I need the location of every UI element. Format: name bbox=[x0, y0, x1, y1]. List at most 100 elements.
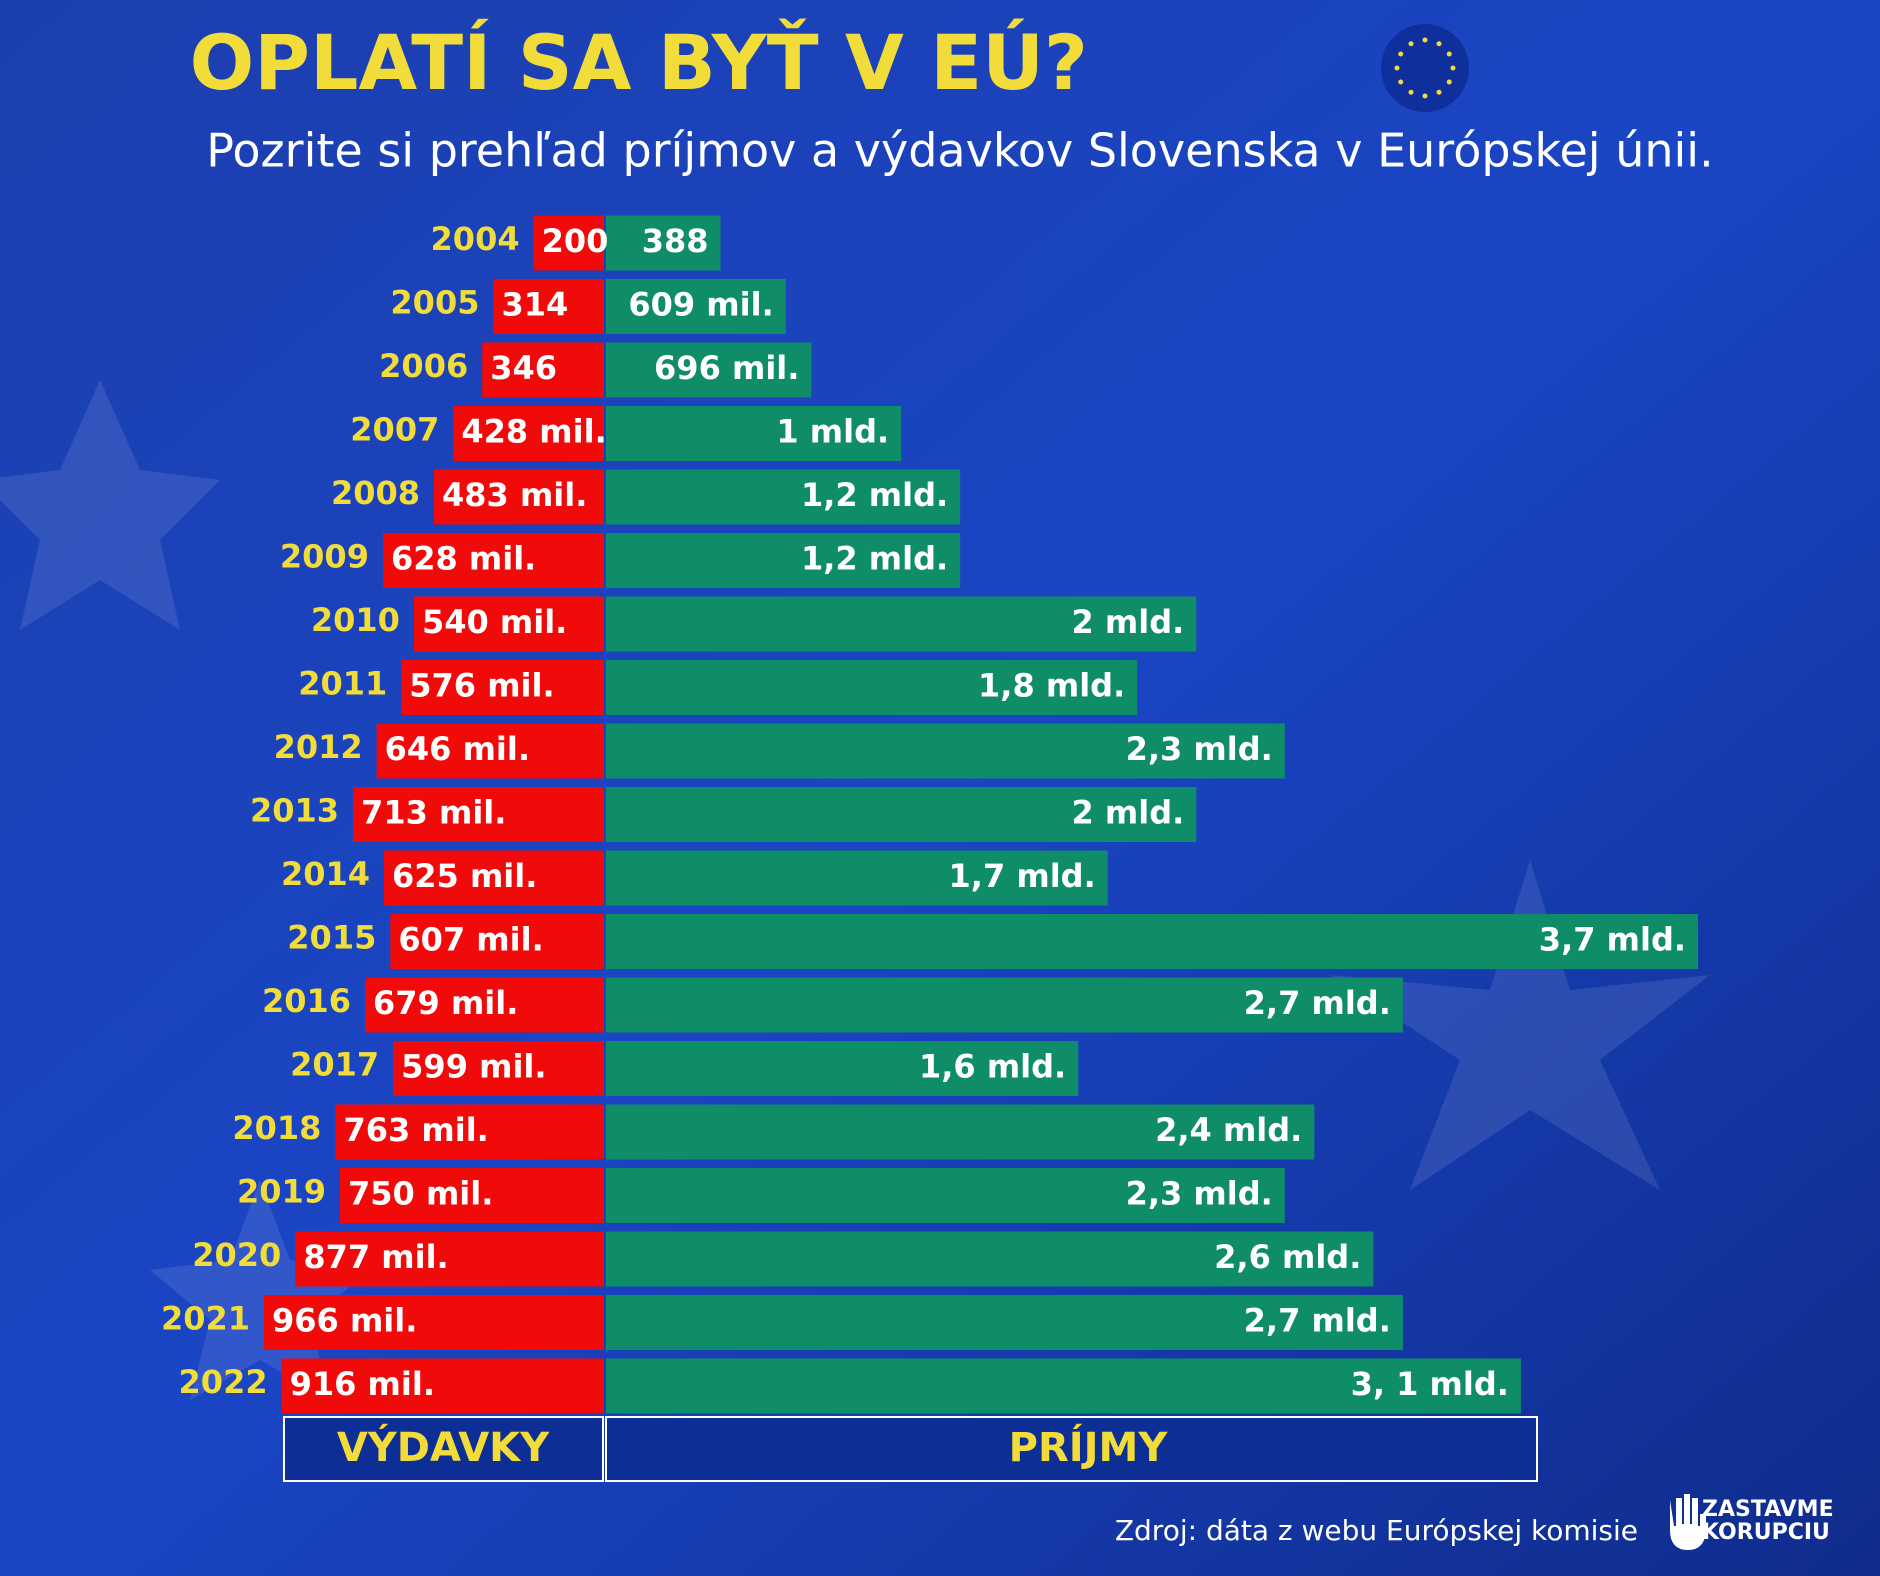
bar bbox=[606, 1041, 1079, 1096]
emblem-star bbox=[1446, 51, 1452, 57]
bar bbox=[264, 1295, 604, 1350]
value-label: 388 bbox=[642, 222, 709, 260]
emblem-star bbox=[1450, 65, 1456, 71]
category-label: 2012 bbox=[274, 728, 363, 766]
category-label: 2010 bbox=[311, 601, 400, 639]
value-label: 576 mil. bbox=[409, 667, 554, 705]
bars: 2004 200 388 2005 314 609 mil. 2006 346 696 mil.… bbox=[161, 215, 1698, 1414]
value-label: 628 mil. bbox=[391, 540, 536, 578]
category-label: 2007 bbox=[350, 411, 439, 449]
category-label: 2020 bbox=[192, 1236, 281, 1274]
value-label: 1,2 mld. bbox=[801, 540, 948, 578]
emblem-star bbox=[1408, 41, 1414, 47]
value-label: 966 mil. bbox=[272, 1302, 417, 1340]
bar bbox=[606, 1168, 1285, 1223]
bar bbox=[606, 406, 902, 461]
category-label: 2008 bbox=[331, 474, 420, 512]
value-label: 750 mil. bbox=[348, 1175, 493, 1213]
bar bbox=[606, 850, 1108, 906]
bar bbox=[393, 1041, 604, 1096]
value-label: 2,7 mld. bbox=[1244, 984, 1391, 1022]
value-label: 1,2 mld. bbox=[801, 476, 948, 514]
value-label: 609 mil. bbox=[628, 286, 773, 324]
bar bbox=[340, 1168, 604, 1223]
value-label: 763 mil. bbox=[343, 1111, 488, 1149]
category-label: 2018 bbox=[232, 1109, 321, 1147]
value-label: 346 bbox=[490, 349, 557, 387]
bar bbox=[606, 723, 1285, 779]
value-label: 607 mil. bbox=[398, 921, 543, 959]
bar bbox=[606, 914, 1698, 969]
value-label: 877 mil. bbox=[303, 1238, 448, 1276]
bar bbox=[390, 914, 604, 969]
value-label: 2,3 mld. bbox=[1126, 1175, 1273, 1213]
bar bbox=[533, 215, 604, 271]
category-label: 2009 bbox=[280, 538, 369, 576]
legend-box bbox=[283, 1416, 604, 1482]
bar bbox=[413, 596, 604, 652]
logo-text: ZASTAVME bbox=[1702, 1497, 1834, 1522]
emblem-star bbox=[1394, 65, 1400, 71]
bar bbox=[606, 533, 961, 588]
chart-title: OPLATÍ SA BYŤ V EÚ? bbox=[190, 17, 1088, 107]
emblem-star bbox=[1436, 41, 1442, 47]
value-label: 2,6 mld. bbox=[1214, 1238, 1361, 1276]
logo: ZASTAVME KORUPCIU bbox=[1670, 1494, 1834, 1550]
category-label: 2006 bbox=[379, 347, 468, 385]
value-label: 713 mil. bbox=[361, 794, 506, 832]
bar bbox=[384, 850, 604, 906]
source-note: Zdroj: dáta z webu Európskej komisie bbox=[1115, 1514, 1638, 1547]
bar bbox=[606, 596, 1197, 652]
bar bbox=[401, 660, 604, 715]
category-label: 2015 bbox=[287, 919, 376, 957]
category-label: 2004 bbox=[431, 220, 520, 258]
value-label: 1,8 mld. bbox=[978, 667, 1125, 705]
value-label: 200 bbox=[542, 222, 609, 260]
category-label: 2014 bbox=[281, 855, 370, 893]
value-label: 540 mil. bbox=[422, 603, 567, 641]
bar bbox=[295, 1231, 604, 1287]
value-label: 483 mil. bbox=[442, 476, 587, 514]
bar bbox=[606, 469, 961, 525]
bar bbox=[606, 1295, 1403, 1350]
value-label: 2,4 mld. bbox=[1155, 1111, 1302, 1149]
bar bbox=[482, 342, 604, 398]
emblem-star bbox=[1398, 79, 1404, 85]
value-label: 2,3 mld. bbox=[1126, 730, 1273, 768]
category-label: 2011 bbox=[298, 665, 387, 703]
bar bbox=[281, 1358, 604, 1414]
bar bbox=[353, 787, 604, 842]
value-label: 625 mil. bbox=[392, 857, 537, 895]
value-label: 3,7 mld. bbox=[1539, 921, 1686, 959]
bar bbox=[606, 787, 1197, 842]
value-label: 599 mil. bbox=[401, 1048, 546, 1086]
emblem-star bbox=[1446, 79, 1452, 85]
bar bbox=[606, 1358, 1521, 1414]
legend-label: PRÍJMY bbox=[1009, 1423, 1169, 1471]
bar bbox=[606, 342, 812, 398]
emblem-star bbox=[1408, 89, 1414, 95]
bar bbox=[335, 1104, 604, 1160]
eu-emblem bbox=[1381, 24, 1469, 112]
value-label: 1,6 mld. bbox=[919, 1048, 1066, 1086]
value-label: 696 mil. bbox=[654, 349, 799, 387]
logo-text: KORUPCIU bbox=[1702, 1520, 1830, 1545]
bar bbox=[606, 215, 721, 271]
category-label: 2016 bbox=[262, 982, 351, 1020]
bar bbox=[453, 406, 604, 461]
value-label: 3, 1 mld. bbox=[1351, 1365, 1509, 1403]
legend-label: VÝDAVKY bbox=[337, 1422, 550, 1471]
bar bbox=[493, 279, 604, 334]
chart-subtitle: Pozrite si prehľad príjmov a výdavkov Sl… bbox=[206, 124, 1713, 178]
value-label: 1,7 mld. bbox=[949, 857, 1096, 895]
legend-box bbox=[605, 1416, 1538, 1482]
emblem-star bbox=[1436, 89, 1442, 95]
category-label: 2019 bbox=[237, 1173, 326, 1211]
value-label: 2,7 mld. bbox=[1244, 1302, 1391, 1340]
bar bbox=[606, 1231, 1374, 1287]
value-label: 2 mld. bbox=[1071, 794, 1184, 832]
value-label: 2 mld. bbox=[1071, 603, 1184, 641]
category-label: 2013 bbox=[250, 792, 339, 830]
